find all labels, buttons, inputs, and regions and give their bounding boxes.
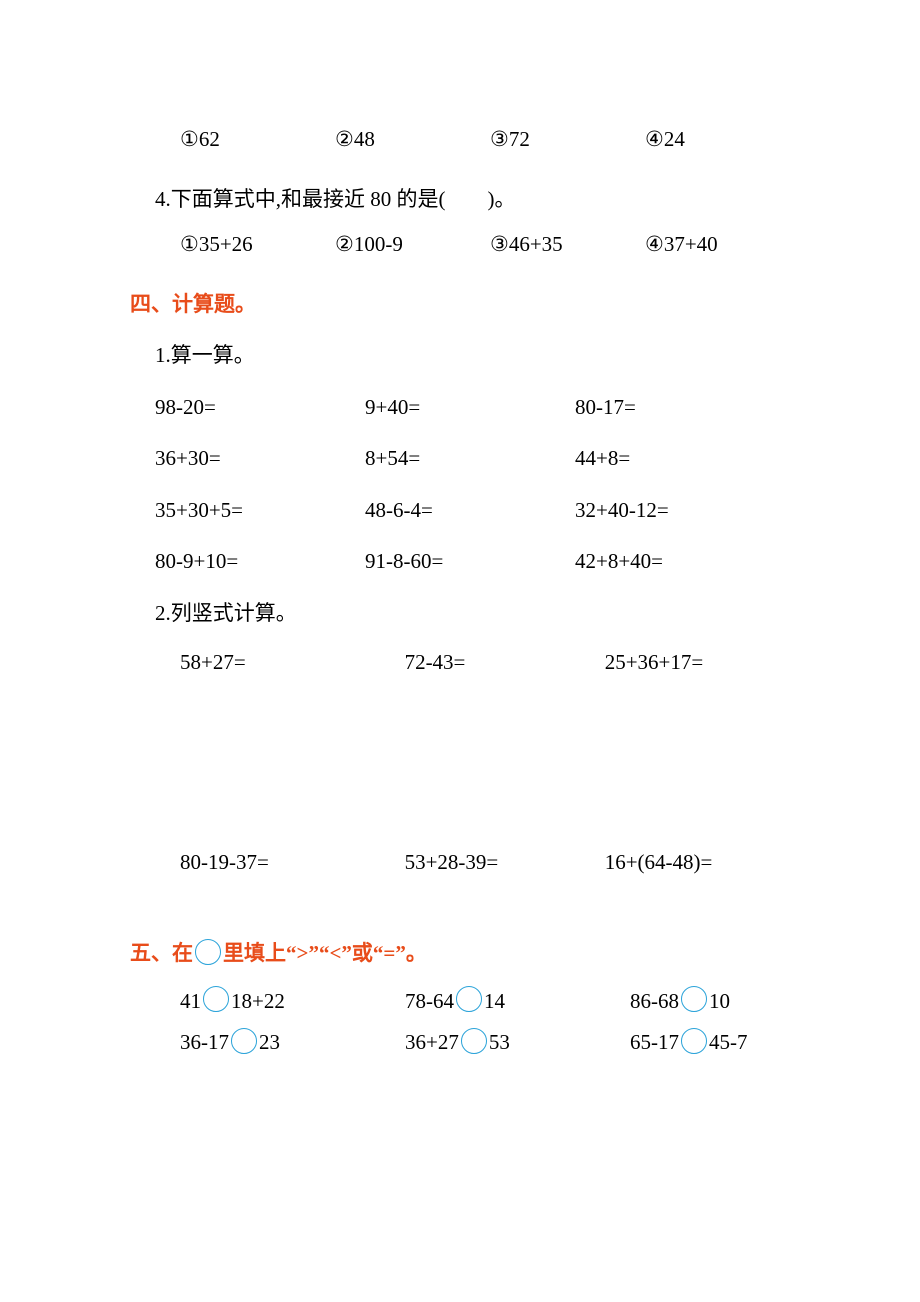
compare-cell: 86-68 10 [630, 986, 730, 1018]
circle-icon [203, 986, 229, 1012]
q3-opt-4: ④24 [645, 124, 800, 156]
compare-cell: 41 18+22 [180, 986, 405, 1018]
calc-row-2: 36+30= 8+54= 44+8= [130, 443, 800, 475]
spacer [130, 679, 800, 829]
circle-icon [195, 939, 221, 965]
calc-cell: 9+40= [365, 392, 575, 424]
section5-heading: 五、在 里填上“>”“<”或“=”。 [130, 938, 800, 970]
vcalc-cell: 72-43= [405, 647, 605, 679]
circle-icon [456, 986, 482, 1012]
comp-left: 86-68 [630, 986, 679, 1018]
calc-cell: 80-17= [575, 392, 775, 424]
calc-cell: 98-20= [155, 392, 365, 424]
compare-cell: 65-17 45-7 [630, 1027, 748, 1059]
calc-cell: 80-9+10= [155, 546, 365, 578]
compare-row-1: 41 18+22 78-64 14 86-68 10 [130, 986, 800, 1018]
circle-icon [231, 1028, 257, 1054]
comp-right: 18+22 [231, 986, 285, 1018]
calc-cell: 48-6-4= [365, 495, 575, 527]
q4-opt-2: ②100-9 [335, 229, 490, 261]
comp-left: 36-17 [180, 1027, 229, 1059]
vcalc-cell: 16+(64-48)= [605, 847, 800, 879]
comp-right: 10 [709, 986, 730, 1018]
vertical-row-2: 80-19-37= 53+28-39= 16+(64-48)= [130, 847, 800, 879]
page: ①62 ②48 ③72 ④24 4.下面算式中,和最接近 80 的是( )。 ①… [0, 0, 920, 1129]
calc-cell: 42+8+40= [575, 546, 775, 578]
compare-cell: 78-64 14 [405, 986, 630, 1018]
calc-row-4: 80-9+10= 91-8-60= 42+8+40= [130, 546, 800, 578]
section4-sub2: 2.列竖式计算。 [130, 598, 800, 630]
q3-opt-3: ③72 [490, 124, 645, 156]
section4-heading: 四、计算题。 [130, 289, 800, 321]
q4-opt-4: ④37+40 [645, 229, 800, 261]
section5-mid: 里填上“>”“<”或“=”。 [223, 938, 427, 970]
comp-right: 53 [489, 1027, 510, 1059]
comp-right: 45-7 [709, 1027, 748, 1059]
circle-icon [681, 1028, 707, 1054]
calc-cell: 8+54= [365, 443, 575, 475]
calc-row-3: 35+30+5= 48-6-4= 32+40-12= [130, 495, 800, 527]
calc-cell: 91-8-60= [365, 546, 575, 578]
vcalc-cell: 58+27= [180, 647, 405, 679]
q4-opt-1: ①35+26 [180, 229, 335, 261]
q4-text: 4.下面算式中,和最接近 80 的是( )。 [130, 184, 800, 216]
section4-sub1: 1.算一算。 [130, 340, 800, 372]
compare-cell: 36+27 53 [405, 1027, 630, 1059]
compare-cell: 36-17 23 [180, 1027, 405, 1059]
section5-pre: 五、在 [130, 938, 193, 970]
calc-cell: 32+40-12= [575, 495, 775, 527]
comp-right: 14 [484, 986, 505, 1018]
q3-opt-1: ①62 [180, 124, 335, 156]
q3-opt-2: ②48 [335, 124, 490, 156]
calc-row-1: 98-20= 9+40= 80-17= [130, 392, 800, 424]
vcalc-cell: 80-19-37= [180, 847, 405, 879]
q3-options-row: ①62 ②48 ③72 ④24 [130, 124, 800, 156]
comp-left: 41 [180, 986, 201, 1018]
calc-cell: 36+30= [155, 443, 365, 475]
vertical-row-1: 58+27= 72-43= 25+36+17= [130, 647, 800, 679]
vcalc-cell: 53+28-39= [405, 847, 605, 879]
comp-right: 23 [259, 1027, 280, 1059]
calc-cell: 35+30+5= [155, 495, 365, 527]
q4-opt-3: ③46+35 [490, 229, 645, 261]
compare-row-2: 36-17 23 36+27 53 65-17 45-7 [130, 1027, 800, 1059]
calc-cell: 44+8= [575, 443, 775, 475]
comp-left: 36+27 [405, 1027, 459, 1059]
circle-icon [461, 1028, 487, 1054]
comp-left: 65-17 [630, 1027, 679, 1059]
vcalc-cell: 25+36+17= [605, 647, 800, 679]
q4-options-row: ①35+26 ②100-9 ③46+35 ④37+40 [130, 229, 800, 261]
circle-icon [681, 986, 707, 1012]
comp-left: 78-64 [405, 986, 454, 1018]
